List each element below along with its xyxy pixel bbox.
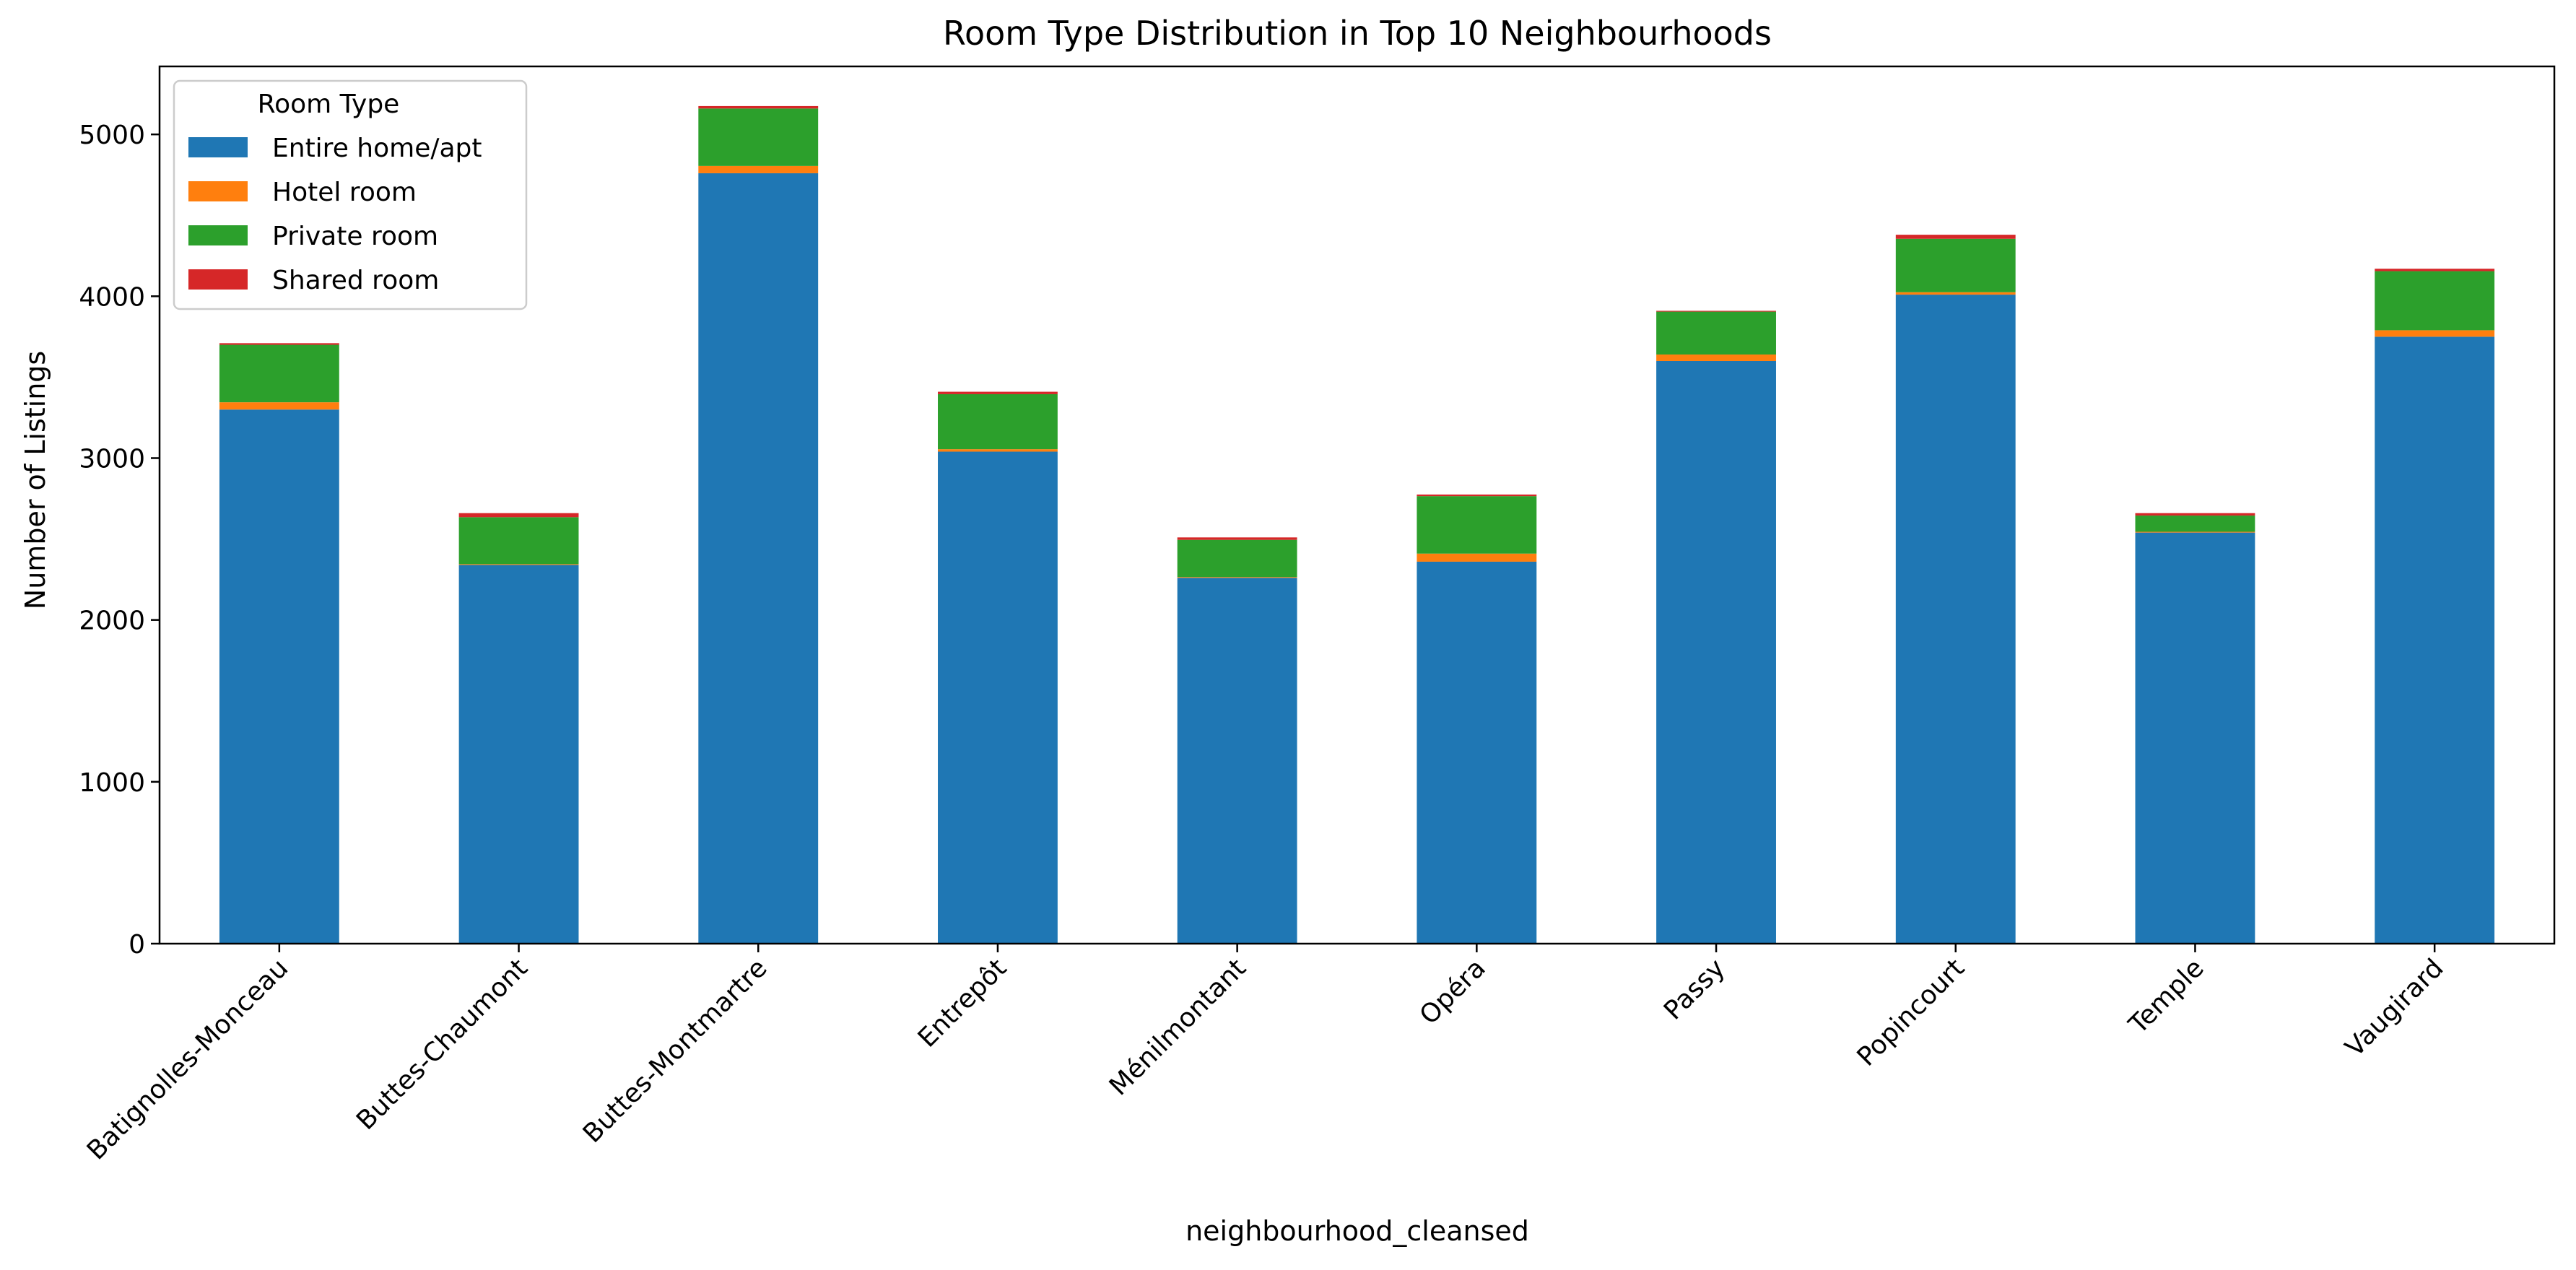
bar-segment-hotel-room-9 [2375, 330, 2495, 337]
y-tick-label: 4000 [79, 282, 145, 312]
bar-segment-hotel-room-6 [1656, 355, 1776, 361]
bar-segment-shared-room-8 [2135, 513, 2255, 516]
bar-segment-shared-room-1 [458, 513, 579, 518]
bar-segment-hotel-room-2 [698, 165, 819, 173]
x-tick-label: Buttes-Montmartre [578, 953, 773, 1149]
x-tick-label: Ménilmontant [1104, 953, 1252, 1101]
bar-segment-entire-home-apt-2 [698, 173, 819, 944]
bar-segment-hotel-room-7 [1895, 292, 2016, 295]
bar-segment-entire-home-apt-1 [458, 565, 579, 944]
bar-segment-entire-home-apt-0 [219, 409, 339, 944]
bar-segment-shared-room-3 [938, 391, 1058, 394]
x-tick-label: Opéra [1414, 953, 1492, 1030]
legend-swatch [188, 181, 248, 201]
y-tick-label: 3000 [79, 444, 145, 474]
bar-segment-hotel-room-8 [2135, 531, 2255, 533]
bar-segment-hotel-room-4 [1177, 577, 1297, 578]
legend-label: Private room [272, 222, 438, 251]
y-tick-label: 5000 [79, 121, 145, 150]
bar-segment-entire-home-apt-6 [1656, 360, 1776, 944]
legend-box [173, 79, 528, 310]
bar-segment-entire-home-apt-7 [1895, 295, 2016, 944]
bar-segment-entire-home-apt-8 [2135, 532, 2255, 944]
x-tick-label: Vaugirard [2340, 953, 2450, 1063]
bar-segment-shared-room-5 [1417, 494, 1537, 497]
bar-segment-hotel-room-1 [458, 564, 579, 565]
x-axis-label: neighbourhood_cleansed [1185, 1215, 1529, 1247]
plot-frame [158, 65, 2556, 945]
legend-label: Hotel room [272, 178, 417, 207]
bar-segment-shared-room-0 [219, 343, 339, 345]
bars-layer [219, 105, 2495, 944]
bar-segment-private-room-6 [1656, 311, 1776, 355]
bar-segment-hotel-room-3 [938, 449, 1058, 452]
bar-segment-entire-home-apt-3 [938, 451, 1058, 944]
bar-segment-shared-room-2 [698, 105, 819, 109]
bar-segment-shared-room-7 [1895, 235, 2016, 239]
chart-title: Room Type Distribution in Top 10 Neighbo… [943, 14, 1772, 53]
bar-segment-hotel-room-0 [219, 402, 339, 410]
legend-swatch [188, 225, 248, 245]
bar-segment-entire-home-apt-5 [1417, 561, 1537, 944]
y-tick-label: 2000 [79, 606, 145, 636]
y-axis-label: Number of Listings [19, 351, 51, 609]
legend-title: Room Type [258, 90, 400, 119]
legend-label: Entire home/apt [272, 134, 482, 163]
bar-segment-hotel-room-5 [1417, 553, 1537, 562]
y-tick-label: 0 [129, 930, 145, 960]
x-tick-label: Buttes-Chaumont [351, 953, 534, 1136]
legend-swatch [188, 137, 248, 157]
bar-segment-entire-home-apt-9 [2375, 336, 2495, 944]
y-tick-label: 1000 [79, 768, 145, 798]
x-tick-label: Passy [1658, 953, 1731, 1025]
bar-segment-entire-home-apt-4 [1177, 578, 1297, 944]
x-tick-label: Batignolles-Monceau [82, 953, 294, 1165]
bar-segment-shared-room-4 [1177, 537, 1297, 540]
bar-segment-private-room-0 [219, 344, 339, 403]
bar-segment-private-room-9 [2375, 271, 2495, 331]
legend-label: Shared room [272, 266, 439, 295]
legend-swatch [188, 269, 248, 290]
bar-segment-private-room-4 [1177, 539, 1297, 578]
bar-segment-private-room-3 [938, 393, 1058, 450]
bar-segment-private-room-7 [1895, 238, 2016, 292]
bar-segment-shared-room-9 [2375, 269, 2495, 271]
bar-segment-private-room-2 [698, 108, 819, 166]
x-tick-label: Temple [2123, 953, 2210, 1040]
bar-segment-private-room-5 [1417, 496, 1537, 554]
x-tick-label: Popincourt [1852, 953, 1971, 1072]
x-tick-label: Entrepôt [913, 953, 1012, 1053]
bar-segment-private-room-1 [458, 517, 579, 565]
legend: Room Type Entire home/apt Hotel room Privat… [173, 79, 528, 310]
bar-segment-shared-room-6 [1656, 310, 1776, 312]
bar-segment-private-room-8 [2135, 516, 2255, 532]
